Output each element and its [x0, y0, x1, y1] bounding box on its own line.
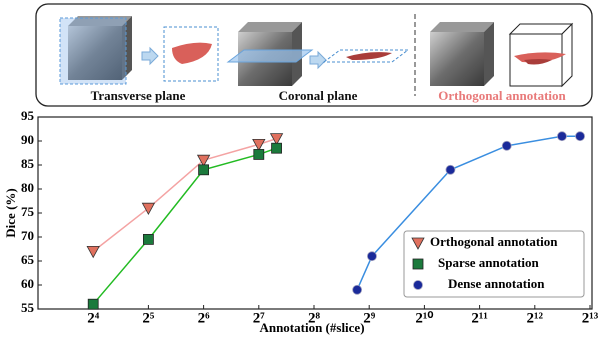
marker: [271, 142, 282, 154]
x-tick-label: 2¹³: [582, 310, 599, 326]
series-line: [92, 137, 277, 252]
marker: [412, 258, 424, 270]
top-panel: Transverse plane Coronal plane Orthogona…: [35, 3, 593, 107]
orthogonal-volume: [430, 22, 494, 86]
marker: [445, 164, 456, 175]
marker: [252, 138, 266, 152]
mask-shape: [346, 52, 392, 60]
x-tick-label: 2⁶: [198, 310, 211, 326]
marker: [269, 133, 284, 146]
dashed-box: [163, 26, 219, 82]
chart: Dice (%) Annotation (#slice) 55 60 65 70 75 8…: [3, 108, 599, 335]
y-tick-label: 80: [21, 180, 34, 195]
marker: [367, 251, 377, 262]
x-tick-label: 2⁸: [308, 310, 321, 326]
legend-label: Orthogonal annotation: [430, 234, 558, 249]
marker: [196, 154, 211, 168]
panel-label: Coronal plane: [279, 88, 358, 103]
marker: [411, 237, 425, 250]
marker: [352, 284, 363, 295]
legend-box: [403, 230, 585, 298]
transverse-volume: [59, 16, 132, 85]
x-tick-label: 2⁴: [87, 310, 100, 326]
legend-label: Sparse annotation: [438, 255, 540, 270]
marker: [143, 233, 154, 245]
y-tick-label: 60: [21, 276, 34, 291]
panel-label: Orthogonal annotation: [438, 88, 566, 103]
marker: [198, 164, 210, 176]
marker: [575, 131, 585, 142]
x-tick-label: 2⁵: [142, 310, 155, 326]
y-axis-label: Dice (%): [3, 188, 18, 237]
dashed-plane: [322, 49, 410, 63]
x-tick-label: 2¹¹: [471, 310, 488, 326]
series-line: [92, 147, 277, 305]
marker: [253, 149, 265, 160]
y-tick-label: 75: [21, 204, 35, 219]
legend: Orthogonal annotation Sparse annotation De…: [403, 230, 585, 298]
y-tick-label: 55: [21, 300, 35, 315]
x-tick-label: 2¹⁰: [415, 310, 433, 326]
panel-label: Transverse plane: [91, 88, 186, 103]
y-tick-label: 70: [21, 228, 34, 243]
y-tick-label: 85: [21, 156, 35, 171]
y-tick-label: 65: [21, 252, 35, 267]
x-tick-label: 2¹²: [527, 310, 544, 326]
y-tick-label: 95: [21, 108, 35, 123]
marker: [501, 140, 512, 151]
arrow: [309, 50, 327, 70]
marker: [87, 298, 99, 310]
y-tick-label: 90: [21, 132, 34, 147]
x-axis-label: Annotation (#slice): [259, 320, 364, 335]
annotation-cube: [508, 22, 574, 88]
coronal-volume: [226, 22, 314, 86]
marker: [557, 131, 567, 142]
mask-shape: [172, 42, 212, 64]
x-tick-label: 2⁹: [363, 310, 376, 326]
x-tick-label: 2⁷: [253, 310, 266, 326]
arrow: [141, 46, 159, 66]
marker: [141, 202, 156, 216]
legend-label: Dense annotation: [448, 276, 545, 291]
marker: [413, 280, 423, 290]
marker: [86, 245, 100, 259]
